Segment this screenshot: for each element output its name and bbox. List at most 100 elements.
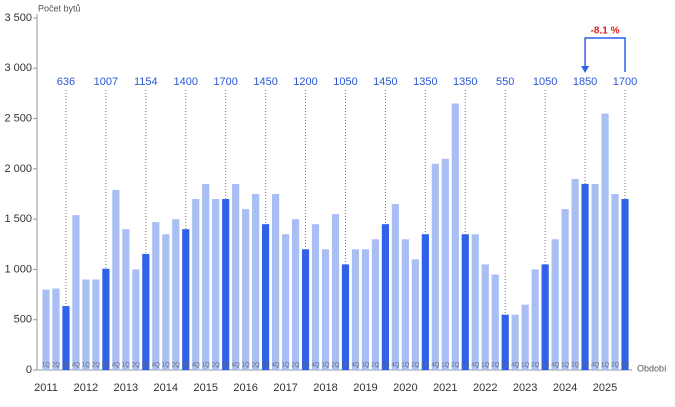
x-tick-label: 3Q bbox=[102, 363, 110, 369]
value-label: 1350 bbox=[453, 76, 477, 88]
value-label: 1154 bbox=[134, 76, 158, 88]
x-tick-label: 4Q bbox=[391, 363, 399, 369]
year-label: 2015 bbox=[193, 382, 217, 394]
x-tick-label: 1Q bbox=[481, 363, 489, 369]
x-tick-label: 4Q bbox=[511, 363, 519, 369]
bar bbox=[122, 229, 130, 370]
value-label: 1007 bbox=[94, 76, 118, 88]
y-tick-label: 3 500 bbox=[4, 12, 32, 24]
bar bbox=[461, 234, 469, 370]
bar bbox=[262, 224, 270, 370]
bar bbox=[561, 209, 569, 370]
bar bbox=[441, 158, 449, 370]
x-tick-label: 4Q bbox=[232, 363, 240, 369]
x-tick-label: 3Q bbox=[541, 363, 549, 369]
x-tick-label: 4Q bbox=[152, 363, 160, 369]
x-tick-label: 2Q bbox=[531, 363, 539, 369]
bar bbox=[291, 219, 300, 370]
bar bbox=[421, 234, 429, 370]
bar bbox=[571, 178, 579, 370]
x-tick-label: 1Q bbox=[162, 363, 170, 369]
bar bbox=[142, 253, 150, 370]
x-tick-label: 4Q bbox=[591, 363, 599, 369]
bar bbox=[321, 249, 330, 370]
bar bbox=[132, 269, 140, 370]
bar bbox=[341, 264, 350, 370]
x-tick-label: 1Q bbox=[361, 363, 369, 369]
bar bbox=[511, 314, 519, 370]
x-tick-label: 1Q bbox=[521, 363, 529, 369]
bar bbox=[92, 279, 100, 370]
x-tick-label: 2Q bbox=[132, 363, 140, 369]
bar bbox=[581, 183, 589, 370]
bar bbox=[381, 224, 390, 370]
x-tick-label: 3Q bbox=[302, 363, 310, 369]
bar bbox=[491, 274, 499, 370]
y-axis-label: Počet bytů bbox=[38, 3, 81, 13]
x-tick-label: 3Q bbox=[142, 363, 150, 369]
bar bbox=[551, 239, 559, 370]
bar bbox=[361, 249, 370, 370]
x-axis-label: Období bbox=[637, 363, 667, 373]
bar bbox=[501, 314, 509, 370]
bar bbox=[162, 234, 170, 370]
year-label: 2014 bbox=[154, 382, 178, 394]
bar bbox=[272, 194, 280, 370]
x-tick-label: 4Q bbox=[431, 363, 439, 369]
annotation-bracket bbox=[584, 37, 626, 72]
x-tick-label: 2Q bbox=[331, 363, 339, 369]
value-label: 550 bbox=[496, 76, 514, 88]
y-tick-label: 1 000 bbox=[4, 263, 32, 275]
bar bbox=[611, 194, 619, 370]
value-label: 1450 bbox=[373, 76, 397, 88]
bar bbox=[72, 215, 80, 370]
x-tick-label: 3Q bbox=[461, 363, 469, 369]
x-tick-label: 3Q bbox=[62, 363, 70, 369]
x-tick-label: 2Q bbox=[371, 363, 379, 369]
value-label: 1700 bbox=[213, 76, 237, 88]
bar bbox=[242, 209, 250, 370]
x-tick-label: 4Q bbox=[351, 363, 359, 369]
year-label: 2020 bbox=[393, 382, 417, 394]
bar bbox=[152, 222, 160, 370]
annotation-arrow bbox=[581, 66, 590, 73]
x-tick-label: 1Q bbox=[242, 363, 250, 369]
value-label: 1450 bbox=[253, 76, 277, 88]
year-label: 2023 bbox=[513, 382, 537, 394]
bar bbox=[82, 279, 90, 370]
bar bbox=[202, 183, 210, 370]
x-tick-label: 4Q bbox=[551, 363, 559, 369]
value-label: 1700 bbox=[613, 76, 637, 88]
x-tick-label: 2Q bbox=[212, 363, 220, 369]
annotation: -8.1 % bbox=[591, 26, 620, 37]
bar bbox=[331, 214, 340, 370]
bar bbox=[42, 289, 50, 370]
x-tick-label: 1Q bbox=[441, 363, 449, 369]
x-tick-label: 2Q bbox=[411, 363, 419, 369]
bar bbox=[481, 264, 489, 370]
year-label: 2021 bbox=[433, 382, 457, 394]
x-tick-label: 1Q bbox=[42, 363, 50, 369]
bar bbox=[62, 306, 70, 370]
x-tick-label: 2Q bbox=[491, 363, 499, 369]
value-label: 636 bbox=[57, 76, 75, 88]
x-tick-label: 2Q bbox=[92, 363, 100, 369]
x-tick-label: 2Q bbox=[611, 363, 619, 369]
bar bbox=[212, 199, 220, 370]
bar bbox=[192, 199, 200, 370]
bar bbox=[391, 204, 399, 370]
bar bbox=[451, 103, 459, 370]
x-tick-label: 3Q bbox=[381, 363, 389, 369]
year-label: 2013 bbox=[114, 382, 138, 394]
bar bbox=[52, 288, 60, 370]
year-label: 2025 bbox=[593, 382, 617, 394]
x-tick-label: 4Q bbox=[72, 363, 80, 369]
x-tick-label: 3Q bbox=[501, 363, 509, 369]
bar bbox=[301, 249, 310, 370]
x-tick-label: 3Q bbox=[421, 363, 429, 369]
x-tick-label: 4Q bbox=[192, 363, 200, 369]
x-tick-label: 3Q bbox=[182, 363, 190, 369]
bar bbox=[541, 264, 549, 370]
bar bbox=[252, 194, 260, 370]
